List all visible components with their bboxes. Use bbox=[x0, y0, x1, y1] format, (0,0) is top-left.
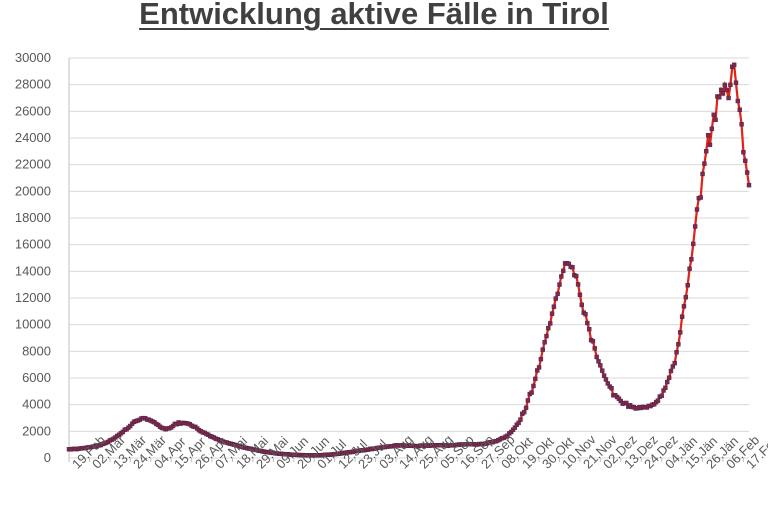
svg-text:0: 0 bbox=[44, 450, 51, 465]
svg-text:22000: 22000 bbox=[15, 157, 51, 172]
svg-text:10000: 10000 bbox=[15, 317, 51, 332]
svg-text:16000: 16000 bbox=[15, 237, 51, 252]
svg-text:20000: 20000 bbox=[15, 183, 51, 198]
svg-text:24000: 24000 bbox=[15, 130, 51, 145]
svg-text:2000: 2000 bbox=[22, 423, 51, 438]
svg-text:30000: 30000 bbox=[15, 50, 51, 65]
svg-text:18000: 18000 bbox=[15, 210, 51, 225]
svg-text:28000: 28000 bbox=[15, 77, 51, 92]
svg-text:12000: 12000 bbox=[15, 290, 51, 305]
svg-text:26000: 26000 bbox=[15, 103, 51, 118]
svg-text:4000: 4000 bbox=[22, 397, 51, 412]
svg-text:8000: 8000 bbox=[22, 343, 51, 358]
svg-text:14000: 14000 bbox=[15, 263, 51, 278]
svg-text:6000: 6000 bbox=[22, 370, 51, 385]
